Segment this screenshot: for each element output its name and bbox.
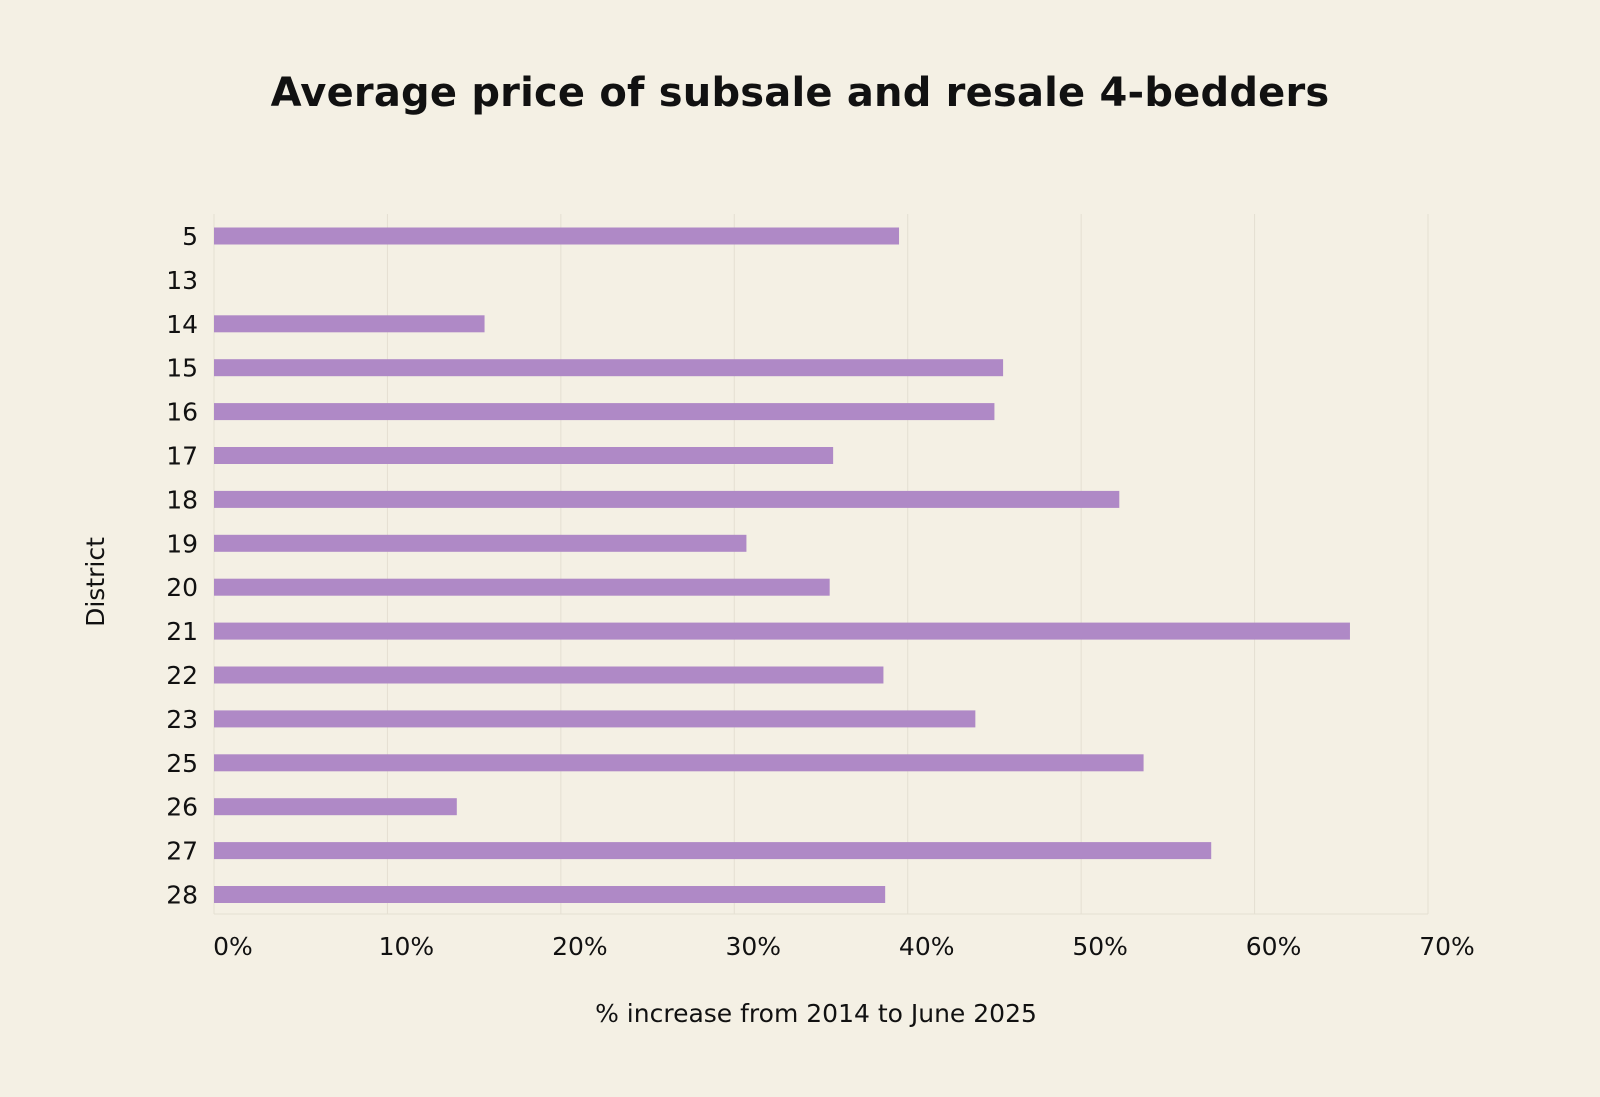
bar-district-18 <box>214 490 1120 508</box>
y-tick-label: 15 <box>166 354 198 383</box>
y-tick-label: 13 <box>166 266 198 295</box>
x-tick-label: 20% <box>552 932 608 961</box>
y-tick-label: 23 <box>166 705 198 734</box>
y-tick-label: 26 <box>166 793 198 822</box>
bar-district-15 <box>214 359 1004 377</box>
y-tick-label: 16 <box>166 398 198 427</box>
y-tick-label: 5 <box>182 222 198 251</box>
x-tick-label: 30% <box>725 932 781 961</box>
y-tick-label: 21 <box>166 617 198 646</box>
x-tick-label: 10% <box>379 932 435 961</box>
bar-district-14 <box>214 315 485 333</box>
x-tick-label: 70% <box>1419 932 1475 961</box>
bar-district-5 <box>214 227 900 245</box>
bars <box>214 227 1350 903</box>
bar-district-17 <box>214 447 834 464</box>
y-tick-label: 28 <box>166 881 198 910</box>
y-tick-label: 19 <box>166 529 198 558</box>
grid-lines <box>213 214 1429 915</box>
x-tick-labels: 0% 10% 20% 30% 40% 50% 60% 70% <box>213 932 1475 961</box>
bar-district-20 <box>214 578 830 596</box>
bar-district-27 <box>214 842 1212 860</box>
chart-title: Average price of subsale and resale 4-be… <box>270 70 1330 116</box>
x-tick-label: 60% <box>1246 932 1302 961</box>
bar-district-19 <box>214 534 747 552</box>
x-tick-label: 50% <box>1072 932 1128 961</box>
x-tick-label: 0% <box>213 932 253 961</box>
bar-district-22 <box>214 666 884 684</box>
y-tick-label: 18 <box>166 485 198 514</box>
bar-district-26 <box>214 798 457 816</box>
x-tick-label: 40% <box>899 932 955 961</box>
y-tick-label: 22 <box>166 661 198 690</box>
y-tick-label: 27 <box>166 837 198 866</box>
bar-district-25 <box>214 754 1144 772</box>
y-tick-label: 25 <box>166 749 198 778</box>
bar-district-23 <box>214 710 976 728</box>
y-tick-label: 14 <box>166 310 198 339</box>
bar-district-28 <box>214 886 886 903</box>
bar-district-16 <box>214 403 995 421</box>
y-tick-labels: 5 13 14 15 16 17 18 19 20 21 22 23 25 26 27 28 <box>166 222 198 910</box>
y-tick-label: 17 <box>166 442 198 471</box>
y-tick-label: 20 <box>166 573 198 602</box>
bar-district-21 <box>214 622 1350 640</box>
y-axis-title: District <box>81 537 110 627</box>
x-axis-title: % increase from 2014 to June 2025 <box>595 999 1037 1028</box>
